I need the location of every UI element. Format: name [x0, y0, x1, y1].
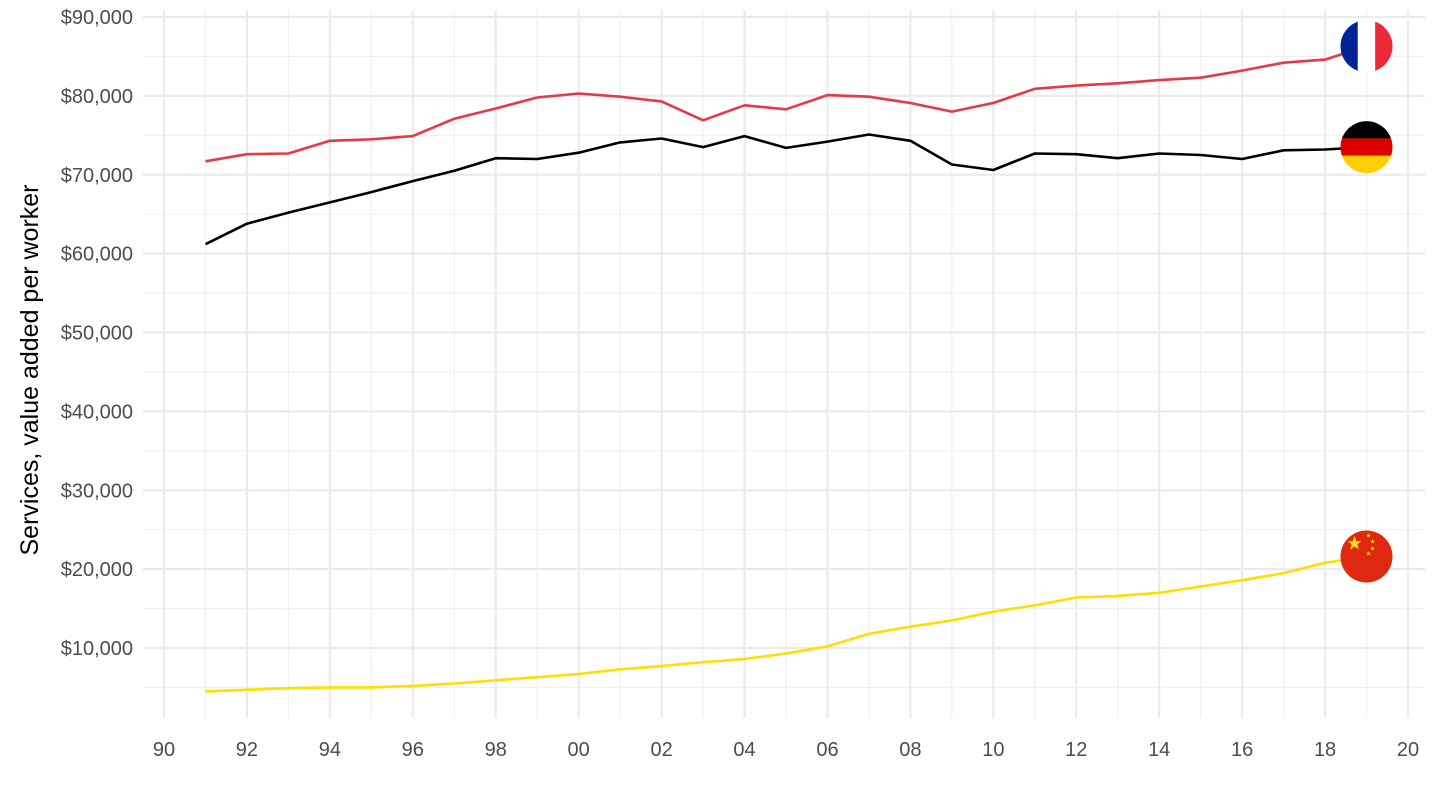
france-flag-icon: [1340, 20, 1393, 73]
y-axis: $10,000 $20,000 $30,000 $40,000 $50,000 $60,0…: [61, 7, 133, 660]
y-tick-label: $40,000: [61, 401, 133, 423]
x-tick-label: 12: [1065, 739, 1087, 761]
series-line-france: [205, 44, 1367, 163]
x-tick-label: 94: [319, 739, 341, 761]
x-tick-label: 14: [1148, 739, 1170, 761]
x-tick-label: 10: [982, 739, 1004, 761]
major-gridlines: [143, 10, 1425, 718]
y-tick-label: $90,000: [61, 7, 133, 29]
y-tick-label: $20,000: [61, 559, 133, 581]
y-axis-title: Services, value added per worker: [16, 184, 44, 555]
minor-gridlines: [143, 10, 1425, 718]
x-tick-label: 96: [402, 739, 424, 761]
series-line-germany: [204, 133, 1367, 246]
x-tick-label: 04: [733, 739, 755, 761]
x-tick-label: 08: [899, 739, 921, 761]
flag-markers: [1340, 20, 1393, 583]
x-tick-label: 02: [650, 739, 672, 761]
series-line-china: [205, 555, 1367, 693]
x-axis: 90 92 94 96 98 00 02 04 06 08 10 12 14 16 18 20: [153, 739, 1419, 761]
y-tick-label: $50,000: [61, 323, 133, 345]
x-tick-label: 90: [153, 739, 175, 761]
x-tick-label: 06: [816, 739, 838, 761]
series-lines: [204, 44, 1367, 693]
x-tick-label: 98: [485, 739, 507, 761]
x-tick-label: 18: [1314, 739, 1336, 761]
china-flag-icon: [1340, 530, 1393, 583]
x-tick-label: 16: [1231, 739, 1253, 761]
y-tick-label: $70,000: [61, 165, 133, 187]
germany-flag-icon: [1340, 121, 1393, 174]
y-tick-label: $30,000: [61, 480, 133, 502]
y-tick-label: $80,000: [61, 86, 133, 108]
y-tick-label: $60,000: [61, 244, 133, 266]
x-tick-label: 92: [236, 739, 258, 761]
y-tick-label: $10,000: [61, 638, 133, 660]
x-tick-label: 20: [1397, 739, 1419, 761]
x-tick-label: 00: [568, 739, 590, 761]
